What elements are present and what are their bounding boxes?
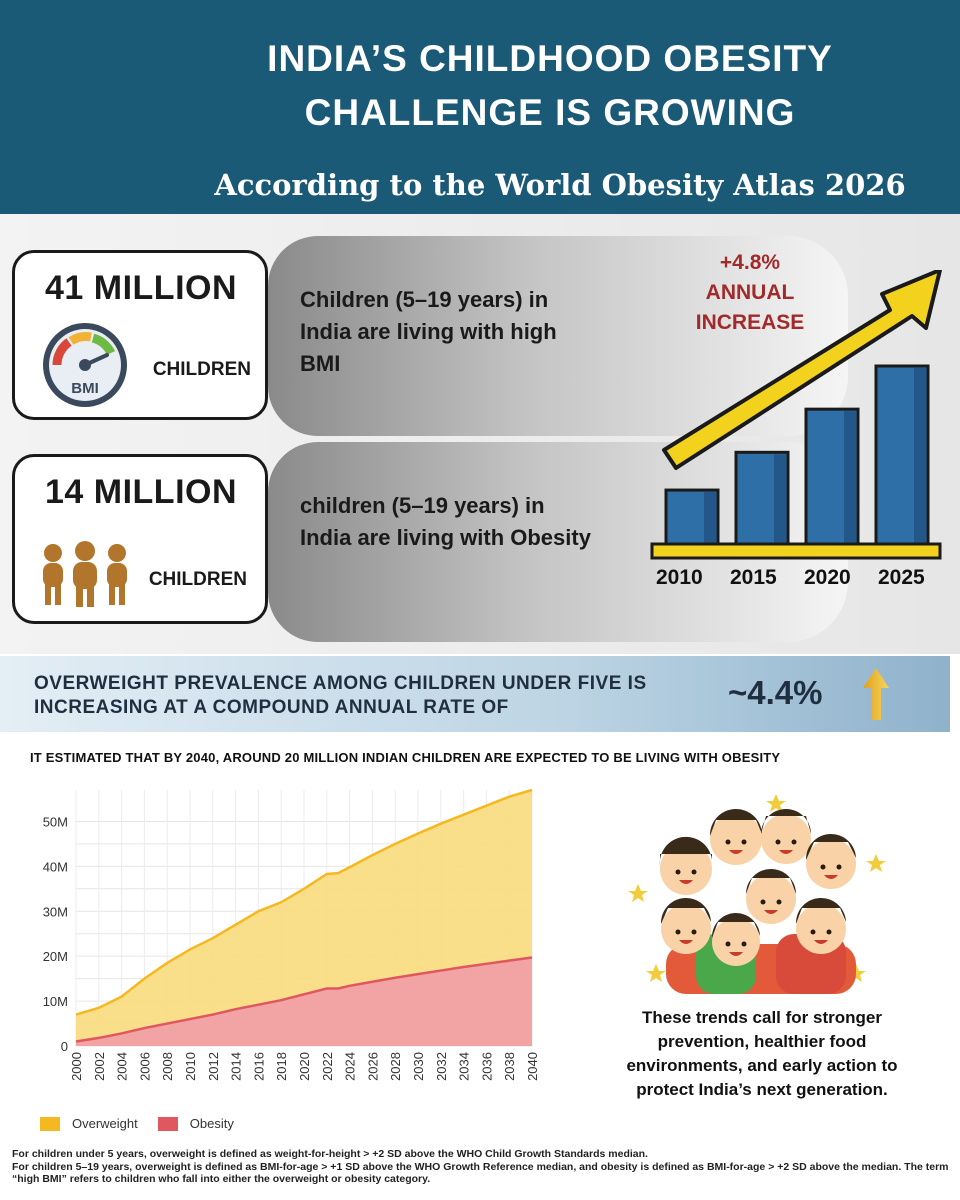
area-chart: 0 10M 20M 30M 40M 50M 2000 2002 2004 2006 2008 2010… (43, 788, 540, 1081)
bmi-gauge-icon: BMI (35, 317, 135, 412)
growth-year-label: 2020 (804, 566, 851, 589)
footnote: For children under 5 years, overweight i… (12, 1148, 952, 1186)
header: INDIA’S CHILDHOOD OBESITY CHALLENGE IS G… (0, 0, 960, 214)
people-icon (35, 539, 135, 614)
up-arrow-icon (863, 668, 889, 720)
growth-arrow-icon (662, 270, 942, 470)
prevalence-text: OVERWEIGHT PREVALENCE AMONG CHILDREN UND… (34, 673, 647, 718)
x-tick-label: 2010 (183, 1052, 198, 1081)
increase-label: ANNUAL INCREASE (695, 281, 805, 334)
x-tick-label: 2008 (160, 1052, 175, 1081)
footnote-line: For children under 5 years, overweight i… (12, 1148, 648, 1160)
page-title: INDIA’S CHILDHOOD OBESITY CHALLENGE IS G… (267, 38, 833, 133)
line-obesity (75, 956, 533, 1043)
increase-value: +4.8% (719, 251, 781, 274)
x-tick-label: 2038 (502, 1052, 517, 1081)
x-tick-label: 2012 (206, 1052, 221, 1081)
x-tick-label: 2026 (365, 1052, 380, 1081)
y-tick-label: 20M (43, 949, 68, 964)
x-tick-label: 2006 (137, 1052, 152, 1081)
growth-year-label: 2010 (656, 566, 703, 589)
stats-section: Children (5–19 years) in India are livin… (0, 214, 960, 654)
stat-description: Children (5–19 years) in India are livin… (300, 287, 557, 376)
stat-number: 14 MILLION (45, 473, 238, 511)
stat-card-obesity: 14 MILLION CHILDREN (12, 454, 268, 624)
legend-item-overweight: Overweight (40, 1116, 138, 1131)
x-tick-label: 2030 (411, 1052, 426, 1081)
stat-unit: CHILDREN (152, 359, 251, 380)
india-flag-icon (18, 70, 144, 154)
y-tick-label: 10M (43, 994, 68, 1009)
x-tick-label: 2036 (479, 1052, 494, 1081)
x-tick-label: 2032 (434, 1052, 449, 1081)
legend-label: Overweight (72, 1116, 138, 1131)
prevalence-band: OVERWEIGHT PREVALENCE AMONG CHILDREN UND… (0, 656, 950, 732)
area-obesity (76, 957, 532, 1046)
legend-swatch (40, 1116, 60, 1131)
x-tick-label: 2024 (343, 1052, 358, 1081)
gauge-label: BMI (71, 380, 99, 397)
y-tick-label: 30M (43, 904, 68, 919)
y-tick-label: 50M (43, 814, 68, 829)
page-subtitle: According to the World Obesity Atlas 202… (214, 168, 906, 202)
x-tick-label: 2016 (251, 1052, 266, 1081)
legend-label: Obesity (189, 1116, 234, 1131)
y-tick-label: 0 (61, 1039, 68, 1054)
legend-item-obesity: Obesity (157, 1116, 234, 1131)
x-tick-label: 2020 (297, 1052, 312, 1081)
stat-unit: CHILDREN (148, 569, 247, 590)
x-tick-label: 2040 (525, 1052, 540, 1081)
x-tick-label: 2028 (388, 1052, 403, 1081)
x-tick-label: 2014 (229, 1052, 244, 1081)
stat-description: children (5–19 years) in India are livin… (300, 493, 591, 550)
chart-baseline (650, 542, 942, 560)
x-tick-label: 2002 (92, 1052, 107, 1081)
growth-year-label: 2025 (878, 566, 925, 589)
legend-swatch (157, 1116, 178, 1131)
chart-legend: Overweight Obesity (40, 1116, 234, 1131)
x-tick-label: 2034 (457, 1052, 472, 1081)
x-tick-label: 2000 (69, 1052, 84, 1081)
closing-message: These trends call for stronger preventio… (626, 1008, 898, 1099)
growth-bar-chart (650, 270, 942, 560)
children-group-illustration (626, 794, 896, 999)
projection-title: IT ESTIMATED THAT BY 2040, AROUND 20 MIL… (30, 750, 781, 765)
stat-card-high-bmi: 41 MILLION BMI CHILDREN (12, 250, 268, 420)
footnote-line: For children 5–19 years, overweight is d… (12, 1160, 949, 1186)
x-tick-label: 2018 (274, 1052, 289, 1081)
x-tick-label: 2004 (115, 1052, 130, 1081)
x-tick-label: 2022 (320, 1052, 335, 1081)
line-overweight (75, 788, 533, 1016)
growth-year-label: 2015 (730, 566, 777, 589)
prevalence-value: ~4.4% (728, 674, 823, 711)
stat-number: 41 MILLION (45, 269, 238, 307)
annual-increase: +4.8% ANNUAL INCREASE (690, 248, 810, 338)
y-tick-label: 40M (43, 859, 68, 874)
